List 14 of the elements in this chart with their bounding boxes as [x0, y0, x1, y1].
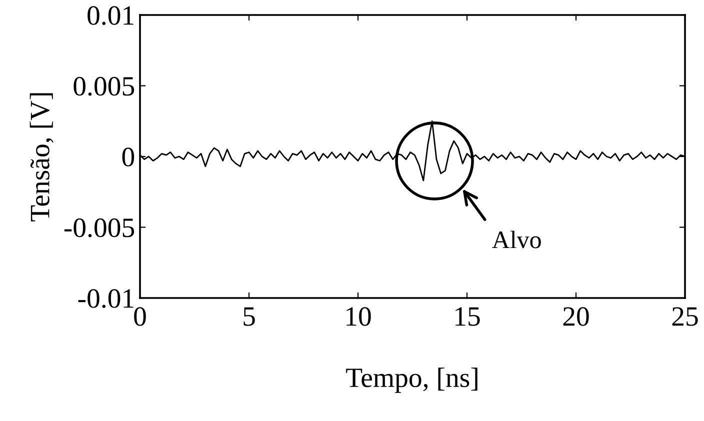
x-axis-title: Tempo, [ns]: [346, 368, 478, 393]
y-tick-label: -0.005: [64, 218, 134, 238]
x-tick-label: 25: [672, 307, 698, 326]
y-tick-label: -0.01: [78, 289, 134, 308]
x-tick-label: 15: [456, 307, 480, 326]
y-tick-label: 0.01: [88, 6, 134, 26]
x-tick-label: 5: [244, 307, 255, 326]
y-axis-title: Tensão, [V]: [30, 93, 54, 222]
x-tick-label: 0: [134, 307, 146, 326]
y-tick-label: 0: [122, 148, 134, 166]
annotation: Alvo: [492, 230, 541, 248]
y-tick-label: 0.005: [74, 76, 134, 96]
x-tick-label: 10: [346, 307, 371, 326]
x-tick-label: 20: [563, 307, 589, 326]
